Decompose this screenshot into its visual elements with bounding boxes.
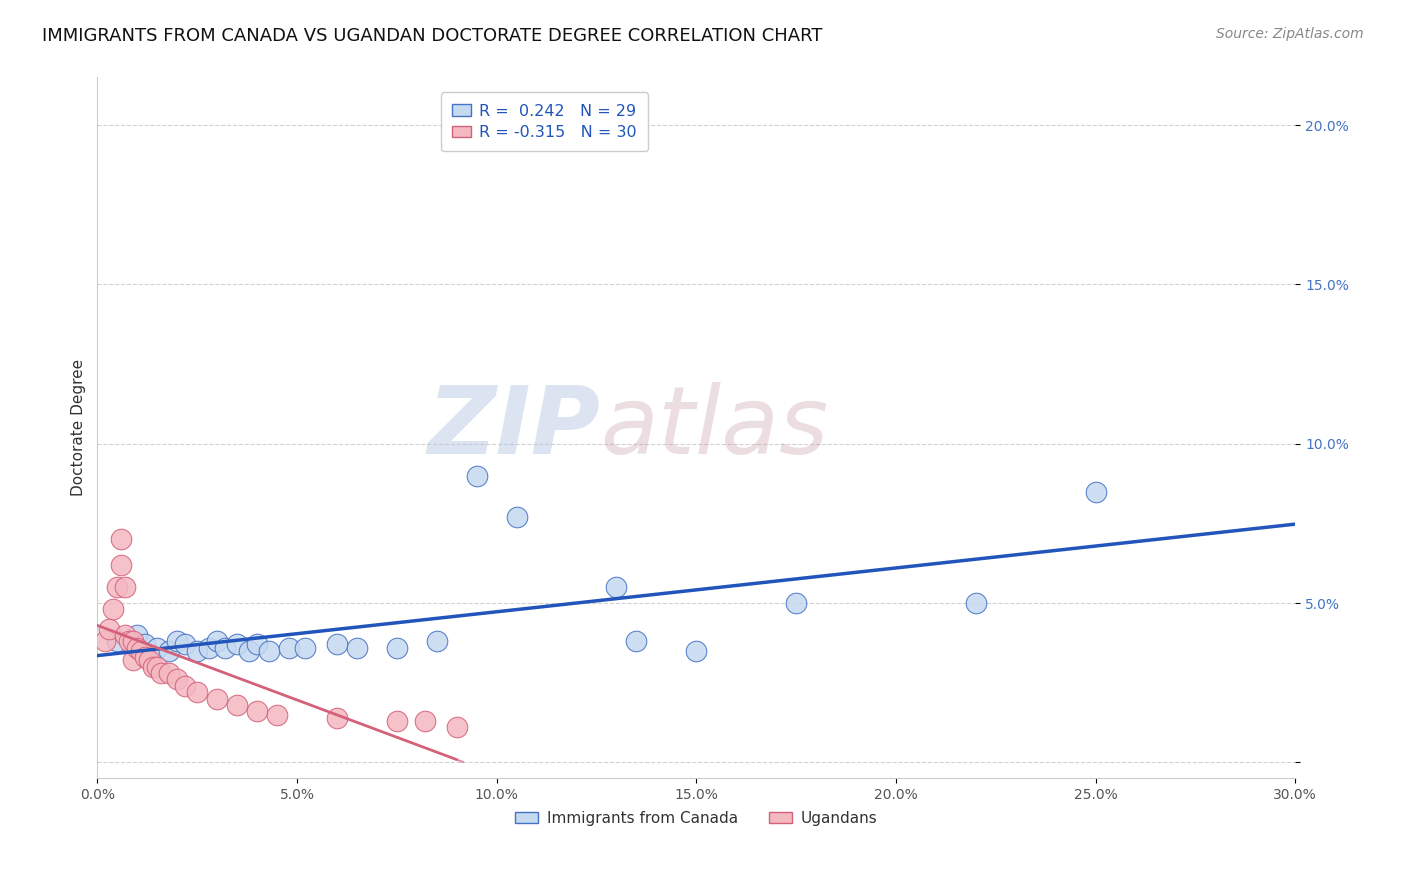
Point [226, 637, 249, 651]
Point [385, 640, 408, 655]
Point [605, 580, 627, 594]
Point [346, 640, 368, 655]
Point [246, 704, 269, 718]
Point [238, 644, 260, 658]
Point [205, 634, 228, 648]
Point [226, 698, 249, 712]
Point [326, 711, 349, 725]
Point [1084, 484, 1107, 499]
Point [146, 659, 169, 673]
Point [118, 634, 141, 648]
Point [122, 634, 145, 648]
Point [127, 640, 149, 655]
Point [246, 637, 269, 651]
Y-axis label: Doctorate Degree: Doctorate Degree [72, 359, 86, 496]
Text: IMMIGRANTS FROM CANADA VS UGANDAN DOCTORATE DEGREE CORRELATION CHART: IMMIGRANTS FROM CANADA VS UGANDAN DOCTOR… [42, 27, 823, 45]
Point [157, 644, 180, 658]
Point [214, 640, 236, 655]
Point [198, 640, 221, 655]
Point [166, 673, 188, 687]
Legend: Immigrants from Canada, Ugandans: Immigrants from Canada, Ugandans [508, 804, 886, 834]
Point [146, 640, 169, 655]
Point [186, 685, 208, 699]
Point [103, 602, 125, 616]
Point [138, 653, 160, 667]
Point [326, 637, 349, 651]
Point [205, 691, 228, 706]
Point [685, 644, 707, 658]
Point [110, 533, 132, 547]
Point [174, 637, 197, 651]
Point [134, 637, 156, 651]
Point [626, 634, 648, 648]
Point [413, 714, 436, 728]
Point [105, 634, 128, 648]
Point [426, 634, 449, 648]
Point [94, 634, 117, 648]
Text: Source: ZipAtlas.com: Source: ZipAtlas.com [1216, 27, 1364, 41]
Point [122, 653, 145, 667]
Point [278, 640, 301, 655]
Point [385, 714, 408, 728]
Point [505, 510, 527, 524]
Point [446, 720, 468, 734]
Point [150, 666, 173, 681]
Point [257, 644, 280, 658]
Text: ZIP: ZIP [427, 382, 600, 474]
Point [110, 558, 132, 572]
Point [157, 666, 180, 681]
Point [965, 596, 987, 610]
Point [114, 580, 136, 594]
Point [114, 628, 136, 642]
Point [127, 628, 149, 642]
Point [105, 580, 128, 594]
Text: atlas: atlas [600, 383, 828, 474]
Point [166, 634, 188, 648]
Point [174, 679, 197, 693]
Point [465, 468, 488, 483]
Point [142, 659, 165, 673]
Point [134, 650, 156, 665]
Point [129, 644, 152, 658]
Point [266, 707, 288, 722]
Point [186, 644, 208, 658]
Point [294, 640, 316, 655]
Point [785, 596, 807, 610]
Point [98, 622, 121, 636]
